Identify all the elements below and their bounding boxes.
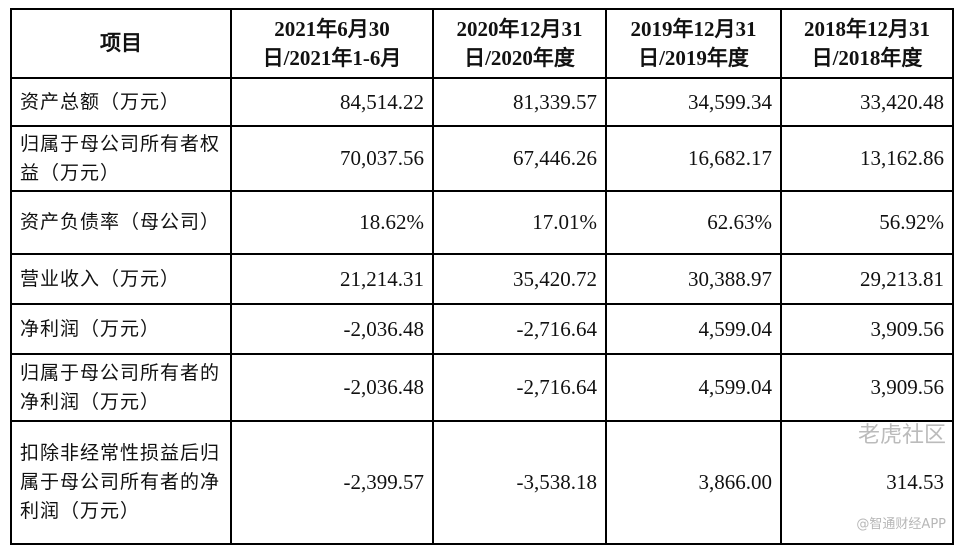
value-cell: 13,162.86 bbox=[780, 125, 954, 192]
row-label: 资产负债率（母公司） bbox=[10, 190, 232, 255]
value-cell: -2,399.57 bbox=[230, 420, 434, 545]
row-label: 归属于母公司所有者权益（万元） bbox=[10, 125, 232, 192]
table-row: 资产总额（万元） 84,514.22 81,339.57 34,599.34 33,42… bbox=[10, 77, 954, 127]
row-label: 归属于母公司所有者的净利润（万元） bbox=[10, 353, 232, 422]
value-cell: 3,909.56 bbox=[780, 353, 954, 422]
value-cell: 16,682.17 bbox=[605, 125, 782, 192]
value-cell: 3,909.56 bbox=[780, 303, 954, 355]
value-cell: 17.01% bbox=[432, 190, 607, 255]
value-cell: 18.62% bbox=[230, 190, 434, 255]
header-item: 项目 bbox=[10, 8, 232, 79]
financial-table: 项目 2021年6月30日/2021年1-6月 2020年12月31日/2020… bbox=[10, 8, 954, 545]
value-cell: -2,036.48 bbox=[230, 303, 434, 355]
watermark-source: @智通财经APP bbox=[856, 517, 946, 532]
table-row: 资产负债率（母公司） 18.62% 17.01% 62.63% 56.92% bbox=[10, 190, 954, 255]
table-row: 扣除非经常性损益后归属于母公司所有者的净利润（万元） -2,399.57 -3,53… bbox=[10, 420, 954, 545]
table-row: 归属于母公司所有者权益（万元） 70,037.56 67,446.26 16,682.… bbox=[10, 125, 954, 192]
table-row: 归属于母公司所有者的净利润（万元） -2,036.48 -2,716.64 4,599… bbox=[10, 353, 954, 422]
value-cell: 21,214.31 bbox=[230, 253, 434, 305]
value-cell: -2,036.48 bbox=[230, 353, 434, 422]
value-cell: 35,420.72 bbox=[432, 253, 607, 305]
value-cell: -3,538.18 bbox=[432, 420, 607, 545]
value-cell: 56.92% bbox=[780, 190, 954, 255]
value-cell: 33,420.48 bbox=[780, 77, 954, 127]
value-cell: 34,599.34 bbox=[605, 77, 782, 127]
value-cell: -2,716.64 bbox=[432, 353, 607, 422]
value-cell: 70,037.56 bbox=[230, 125, 434, 192]
row-label: 资产总额（万元） bbox=[10, 77, 232, 127]
watermark-brand: 老虎社区 bbox=[857, 423, 946, 448]
table-row: 营业收入（万元） 21,214.31 35,420.72 30,388.97 29,21… bbox=[10, 253, 954, 305]
table-row: 净利润（万元） -2,036.48 -2,716.64 4,599.04 3,909.5… bbox=[10, 303, 954, 355]
header-2020: 2020年12月31日/2020年度 bbox=[432, 8, 607, 79]
value-cell: 67,446.26 bbox=[432, 125, 607, 192]
value-cell: -2,716.64 bbox=[432, 303, 607, 355]
value-cell: 4,599.04 bbox=[605, 353, 782, 422]
value-cell: 4,599.04 bbox=[605, 303, 782, 355]
row-label: 净利润（万元） bbox=[10, 303, 232, 355]
header-row: 项目 2021年6月30日/2021年1-6月 2020年12月31日/2020… bbox=[10, 8, 954, 79]
value-cell: 29,213.81 bbox=[780, 253, 954, 305]
value-cell: 30,388.97 bbox=[605, 253, 782, 305]
row-label: 营业收入（万元） bbox=[10, 253, 232, 305]
value-cell: 81,339.57 bbox=[432, 77, 607, 127]
value-cell: 3,866.00 bbox=[605, 420, 782, 545]
header-2021h1: 2021年6月30日/2021年1-6月 bbox=[230, 8, 434, 79]
value-cell: 84,514.22 bbox=[230, 77, 434, 127]
value-cell: 62.63% bbox=[605, 190, 782, 255]
header-2018: 2018年12月31日/2018年度 bbox=[780, 8, 954, 79]
row-label: 扣除非经常性损益后归属于母公司所有者的净利润（万元） bbox=[10, 420, 232, 545]
value-cell: 314.53 bbox=[780, 420, 954, 545]
header-2019: 2019年12月31日/2019年度 bbox=[605, 8, 782, 79]
